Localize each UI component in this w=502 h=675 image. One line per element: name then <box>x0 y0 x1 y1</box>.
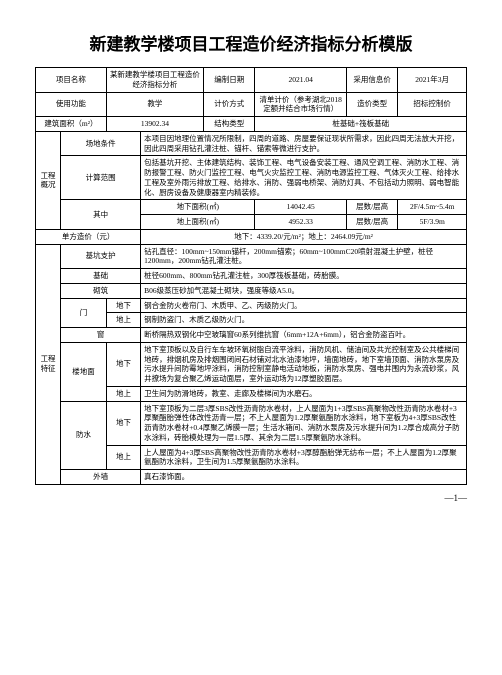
page-title: 新建教学楼项目工程造价经济指标分析模版 <box>35 30 467 55</box>
value-ag-area: 4952.33 <box>255 215 346 230</box>
table-row: 楼地面 地下 地下室顶板以及自行车车坡环氧树脂自流平涂料，消防风机、储油间及共光… <box>36 342 467 386</box>
value-window: 断桥隔热双钢化中空玻璃窗60系列维抗窗（6mm+12A+6mm），铝合金防盗百叶… <box>141 328 467 343</box>
label-project-name: 项目名称 <box>36 68 107 93</box>
label-floor-ug: 地下 <box>106 342 140 386</box>
value-wp-ag: 上人屋面为4+3厚SBS高聚物改性沥青防水卷材+3厚醇酯胎弹无纺布一层；不上人屋… <box>141 445 467 470</box>
value-floor-ug: 地下室顶板以及自行车车坡环氧树脂自流平涂料，消防风机、储油间及共光控制室及公共楼… <box>141 342 467 386</box>
value-pricing: 清单计价（参考湖北2018定额并结合市场行情） <box>255 92 346 117</box>
label-ext-wall: 外墙 <box>61 470 141 485</box>
label-pit: 基坑支护 <box>61 244 141 269</box>
value-foundation: 桩径600mm、800mm钻孔灌注桩，300厚筏板基础，砖胎膜。 <box>141 269 467 284</box>
page-number: —1— <box>35 493 467 503</box>
label-window: 窗 <box>61 328 141 343</box>
value-floor-ag: 卫生间为防滑地砖，教室、走廊及楼梯间为水磨石。 <box>141 386 467 401</box>
value-site: 本项目因地理位置情况所限制，四周的道路、房屋要保证现状所需求，因此四周无法放大开… <box>141 131 467 156</box>
label-pricing: 计价方式 <box>204 92 255 117</box>
value-ext-wall: 真石漆饰面。 <box>141 470 467 485</box>
value-function: 教学 <box>106 92 203 117</box>
table-row: 防水 地下 地下室顶板为二层3厚SBS改性沥青防水卷材，上人屋面为1+3厚SBS… <box>36 401 467 445</box>
value-info-price: 2021年3月 <box>398 68 467 93</box>
label-scope: 计算范围 <box>61 156 141 200</box>
label-cost-type: 造价类型 <box>346 92 397 117</box>
value-masonry: B06级蒸压砂加气混凝土砌块，强度等级A5.0。 <box>141 283 467 298</box>
value-pit: 钻孔直径：100mm~150mm锚杆，200mm锚索；60mm~100mmC20… <box>141 244 467 269</box>
value-unit-price: 地下：4339.20/元/m²；地上：2464.09元/m² <box>141 229 467 244</box>
value-ug-area: 14042.45 <box>255 200 346 215</box>
label-unit-price: 单方造价（元） <box>36 229 141 244</box>
table-row: 工程特征 基坑支护 钻孔直径：100mm~150mm锚杆，200mm锚索；60m… <box>36 244 467 269</box>
value-scope: 包括基坑开挖、主体建筑结构、装饰工程、电气设备安装工程、通风空调工程、消防水工程… <box>141 156 467 200</box>
label-ag-floor: 层数/层高 <box>346 215 397 230</box>
table-row: 外墙 真石漆饰面。 <box>36 470 467 485</box>
table-row: 使用功能 教学 计价方式 清单计价（参考湖北2018定额并结合市场行情） 造价类… <box>36 92 467 117</box>
table-row: 工程概况 场地条件 本项目因地理位置情况所限制，四周的道路、房屋要保证现状所需求… <box>36 131 467 156</box>
value-ug-floor: 2F/4.5m~5.4m <box>398 200 467 215</box>
label-wp-ag: 地上 <box>106 445 140 470</box>
label-door-ug: 地下 <box>106 298 140 313</box>
table-row: 单方造价（元） 地下：4339.20/元/m²；地上：2464.09元/m² <box>36 229 467 244</box>
label-floor-ag: 地上 <box>106 386 140 401</box>
label-floor: 楼地面 <box>61 342 107 401</box>
label-foundation: 基础 <box>61 269 141 284</box>
label-door: 门 <box>61 298 107 328</box>
label-site: 场地条件 <box>61 131 141 156</box>
label-function: 使用功能 <box>36 92 107 117</box>
label-ug-area: 地下面积(㎡) <box>141 200 255 215</box>
label-ug-floor: 层数/层高 <box>346 200 397 215</box>
value-door-ag: 钢制防盗门、木质乙级防火门。 <box>141 313 467 328</box>
table-row: 基础 桩径600mm、800mm钻孔灌注桩，300厚筏板基础，砖胎膜。 <box>36 269 467 284</box>
label-ag-area: 地上面积(㎡) <box>141 215 255 230</box>
value-door-ug: 钢合金防火卷帘门、木质甲、乙、丙级防火门。 <box>141 298 467 313</box>
value-project-name: 某新建教学楼项目工程造价经济指标分析 <box>106 68 203 93</box>
main-table: 项目名称 某新建教学楼项目工程造价经济指标分析 编制日期 2021.04 采用信… <box>35 67 467 485</box>
label-area: 建筑面积（m²） <box>36 117 107 132</box>
label-masonry: 砌筑 <box>61 283 141 298</box>
value-compile-date: 2021.04 <box>255 68 346 93</box>
label-door-ag: 地上 <box>106 313 140 328</box>
label-overview: 工程概况 <box>36 131 61 229</box>
label-features: 工程特征 <box>36 244 61 484</box>
label-info-price: 采用信息价 <box>346 68 397 93</box>
label-wp-ug: 地下 <box>106 401 140 445</box>
table-row: 其中 地下面积(㎡) 14042.45 层数/层高 2F/4.5m~5.4m <box>36 200 467 215</box>
table-row: 项目名称 某新建教学楼项目工程造价经济指标分析 编制日期 2021.04 采用信… <box>36 68 467 93</box>
label-compile-date: 编制日期 <box>204 68 255 93</box>
value-cost-type: 招标控制价 <box>398 92 467 117</box>
value-wp-ug: 地下室顶板为二层3厚SBS改性沥青防水卷材，上人屋面为1+3厚SBS高聚物改性沥… <box>141 401 467 445</box>
label-waterproof: 防水 <box>61 401 107 470</box>
table-row: 建筑面积（m²） 13902.34 结构类型 桩基础+筏板基础 <box>36 117 467 132</box>
table-row: 计算范围 包括基坑开挖、主体建筑结构、装饰工程、电气设备安装工程、通风空调工程、… <box>36 156 467 200</box>
label-among: 其中 <box>61 200 141 230</box>
value-area: 13902.34 <box>106 117 203 132</box>
value-ag-floor: 5F/3.9m <box>398 215 467 230</box>
table-row: 门 地下 钢合金防火卷帘门、木质甲、乙、丙级防火门。 <box>36 298 467 313</box>
table-row: 砌筑 B06级蒸压砂加气混凝土砌块，强度等级A5.0。 <box>36 283 467 298</box>
label-struct: 结构类型 <box>204 117 255 132</box>
table-row: 窗 断桥隔热双钢化中空玻璃窗60系列维抗窗（6mm+12A+6mm），铝合金防盗… <box>36 328 467 343</box>
value-struct: 桩基础+筏板基础 <box>255 117 467 132</box>
